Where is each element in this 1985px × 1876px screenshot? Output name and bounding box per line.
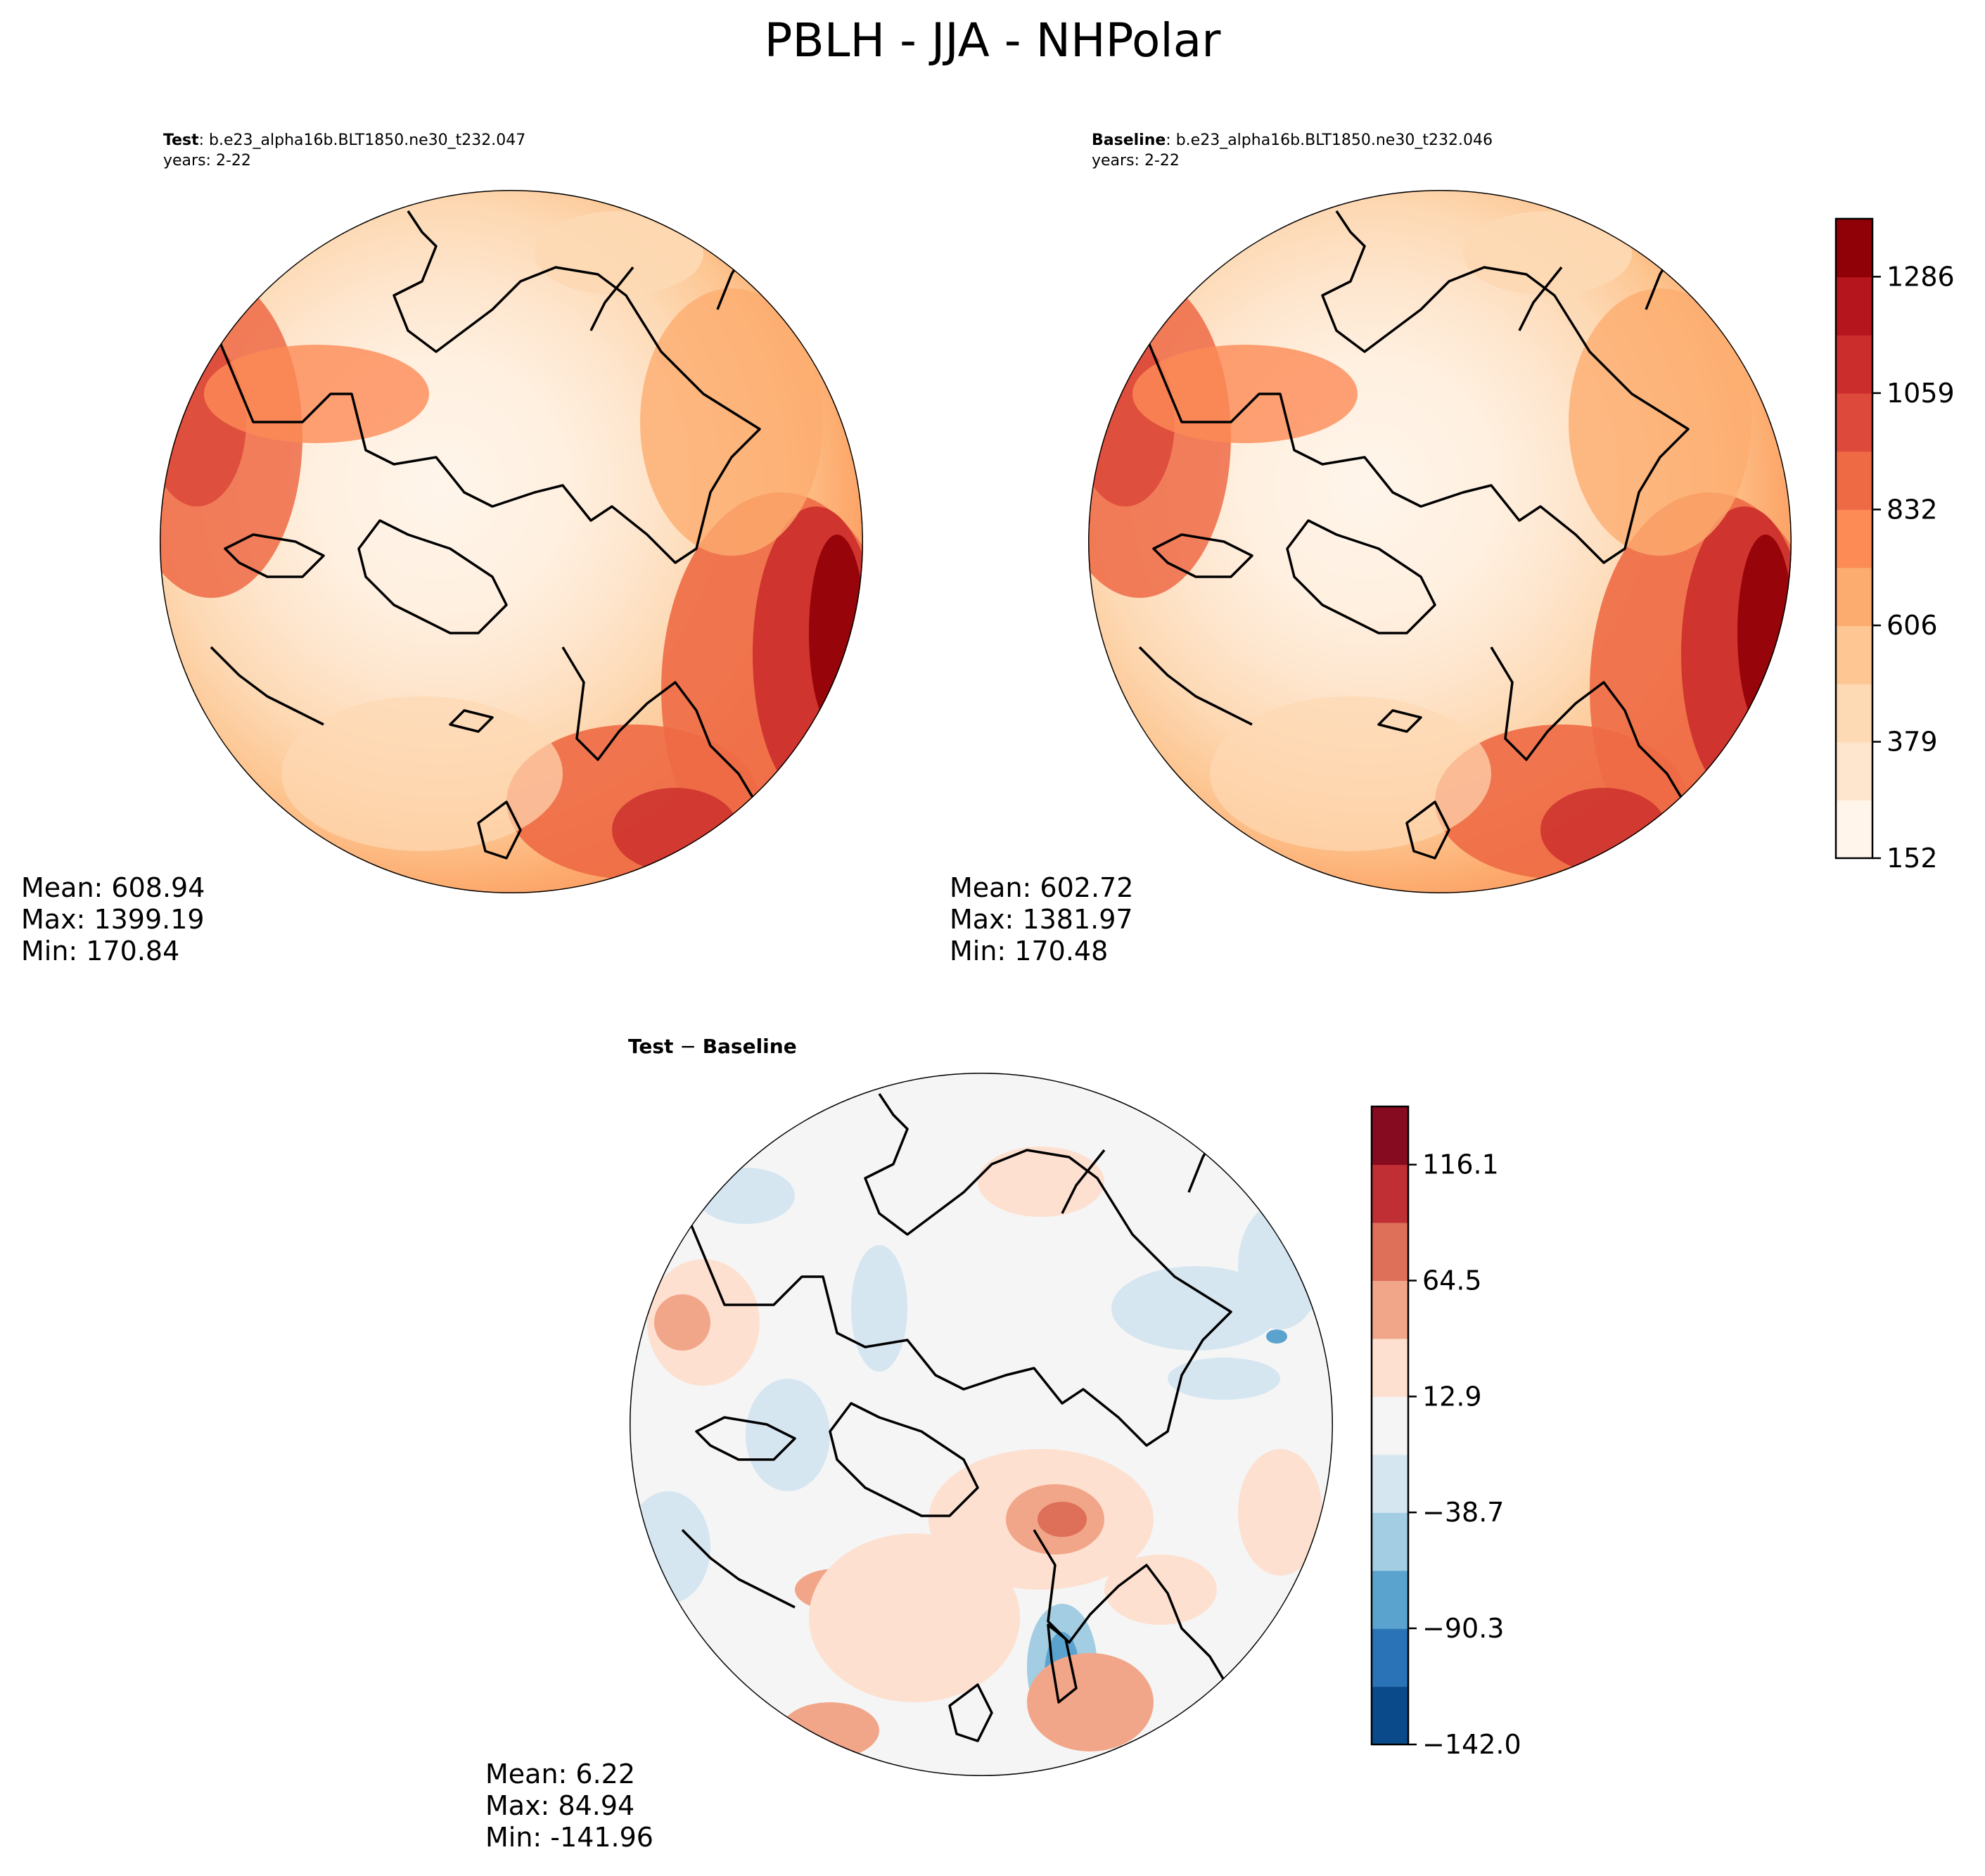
- colorbar-segment: [1372, 1338, 1408, 1397]
- stat-min: Min: 170.84: [21, 936, 179, 966]
- colorbar-tick-label: −38.7: [1422, 1497, 1504, 1528]
- stat-max: Max: 84.94: [485, 1790, 634, 1821]
- panel-years: years: 2-22: [163, 152, 251, 170]
- difference-contour-region: [851, 1245, 907, 1372]
- difference-contour-region: [978, 1147, 1104, 1217]
- colorbar-segment: [1372, 1222, 1408, 1281]
- colorbar-segment: [1836, 393, 1872, 452]
- difference-contour-region: [696, 1168, 795, 1224]
- pblh-contour-region: [809, 535, 863, 732]
- figure-title: PBLH - JJA - NHPolar: [765, 13, 1222, 68]
- coastlines: [210, 210, 789, 860]
- colorbar-tick-label: 152: [1887, 843, 1938, 874]
- difference-contour-region: [1104, 1555, 1217, 1625]
- colorbar-tick-label: 64.5: [1422, 1265, 1482, 1296]
- panel-title: Baseline: b.e23_alpha16b.BLT1850.ne30_t2…: [1092, 132, 1493, 149]
- panel-title: Test: b.e23_alpha16b.BLT1850.ne30_t232.0…: [163, 132, 525, 149]
- pblh-contour-region: [1463, 211, 1632, 295]
- difference-contour-region: [630, 1491, 710, 1604]
- stat-mean: Mean: 6.22: [485, 1759, 635, 1789]
- pblh-contour-region: [612, 788, 739, 872]
- colorbar-segment: [1836, 509, 1872, 568]
- panel-years: years: 2-22: [1092, 152, 1180, 170]
- stat-min: Min: 170.48: [950, 936, 1108, 966]
- panel-title-bold-2: Baseline: [703, 1035, 797, 1058]
- colorbar-segment: [1372, 1628, 1408, 1687]
- colorbar-segment: [1836, 567, 1872, 627]
- panel-title: Test − Baseline: [628, 1035, 797, 1058]
- panel-baseline: Baseline: b.e23_alpha16b.BLT1850.ne30_t2…: [950, 132, 1792, 966]
- colorbar-tick-label: 1286: [1887, 261, 1955, 292]
- colorbar-segment: [1372, 1396, 1408, 1455]
- panel-title-bold: Baseline: [1092, 132, 1166, 149]
- colorbar-frame: [1834, 217, 1874, 860]
- colorbar-segment: [1836, 625, 1872, 684]
- colorbar-segment: [1372, 1570, 1408, 1629]
- colorbar-tick-label: 12.9: [1422, 1381, 1482, 1412]
- difference-contour-region: [654, 1294, 710, 1351]
- difference-contour-region: [1168, 1358, 1280, 1400]
- difference-contour-region: [1111, 1266, 1280, 1351]
- colorbar-segment: [1372, 1106, 1408, 1166]
- colorbar-segment: [1372, 1280, 1408, 1339]
- colorbar-segment: [1372, 1686, 1408, 1745]
- colorbar-segment: [1836, 741, 1872, 800]
- polar-map: [160, 190, 863, 893]
- difference-contour-region: [809, 1533, 1020, 1702]
- colorbar-segment: [1836, 451, 1872, 510]
- pblh-contour-region: [1132, 345, 1358, 443]
- coastlines: [681, 1093, 1260, 1742]
- colorbar-segment: [1836, 219, 1872, 278]
- colorbar-tick-label: 116.1: [1422, 1149, 1499, 1180]
- panel-title-bold: Test: [628, 1035, 673, 1058]
- colorbar-tick-label: 379: [1887, 727, 1938, 758]
- colorbar-tick-label: 832: [1887, 494, 1938, 525]
- stat-mean: Mean: 608.94: [21, 872, 205, 903]
- panel-title-run: : b.e23_alpha16b.BLT1850.ne30_t232.047: [199, 132, 526, 149]
- panel-title-bold: Test: [163, 132, 199, 149]
- colorbar-pblh: 152 379 606 832 1059 1286: [1834, 217, 1955, 874]
- colorbar-segment: [1372, 1512, 1408, 1571]
- stat-max: Max: 1399.19: [21, 904, 205, 935]
- stat-mean: Mean: 602.72: [950, 872, 1133, 903]
- colorbar-tick-label: −90.3: [1422, 1613, 1504, 1644]
- colorbar-frame: [1370, 1105, 1410, 1746]
- difference-contour-region: [1038, 1502, 1087, 1537]
- colorbar-segment: [1836, 335, 1872, 394]
- difference-contour-region: [1266, 1329, 1287, 1344]
- panel-title-operator: −: [673, 1035, 702, 1058]
- polar-map: [630, 1073, 1333, 1776]
- pblh-contour-region: [1569, 288, 1751, 556]
- stat-max: Max: 1381.97: [950, 904, 1133, 935]
- colorbar-segment: [1836, 684, 1872, 743]
- pblh-contour-region: [1540, 788, 1667, 872]
- stat-min: Min: -141.96: [485, 1822, 653, 1853]
- colorbar-segment: [1372, 1164, 1408, 1223]
- difference-contour-region: [1238, 1449, 1322, 1576]
- colorbar-segment: [1372, 1454, 1408, 1513]
- difference-contour-region: [1027, 1653, 1154, 1751]
- panel-difference: Test − Baseline: [485, 1035, 1333, 1853]
- colorbar-segment: [1836, 800, 1872, 859]
- pblh-contour-region: [535, 211, 703, 295]
- polar-map: [1088, 190, 1792, 893]
- colorbar-segment: [1836, 276, 1872, 336]
- panel-test: Test: b.e23_alpha16b.BLT1850.ne30_t232.0…: [21, 132, 863, 966]
- colorbar-difference: −142.0 −90.3 −38.7 12.9 64.5 116.1: [1370, 1105, 1521, 1760]
- pblh-contour-region: [204, 345, 429, 443]
- difference-contour-region: [1238, 1203, 1322, 1329]
- colorbar-tick-label: −142.0: [1422, 1729, 1521, 1760]
- colorbar-tick-label: 1059: [1887, 378, 1955, 409]
- colorbar-tick-label: 606: [1887, 610, 1938, 641]
- difference-contour-region: [781, 1702, 879, 1759]
- panel-title-run: : b.e23_alpha16b.BLT1850.ne30_t232.046: [1166, 132, 1493, 149]
- pblh-contour-region: [1737, 535, 1792, 732]
- pblh-contour-region: [640, 288, 823, 556]
